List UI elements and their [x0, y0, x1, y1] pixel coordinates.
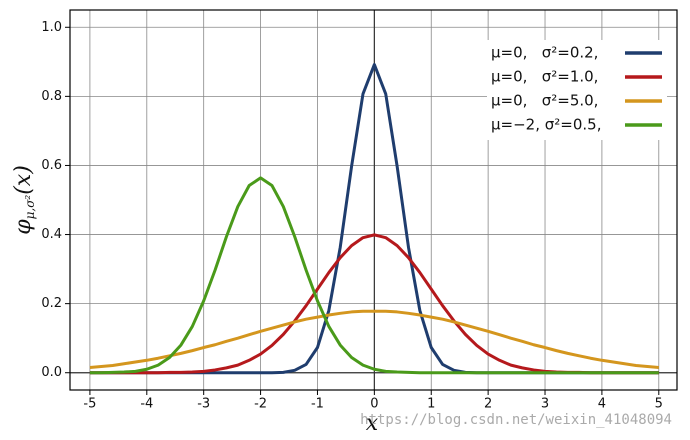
x-axis-label: x	[366, 411, 379, 436]
y-tick-label: 0.2	[41, 296, 62, 311]
x-tick-label: 0	[370, 397, 378, 412]
y-label-arg: (x)	[11, 165, 36, 195]
x-tick-label: -4	[140, 397, 153, 412]
x-tick-label: 2	[484, 397, 492, 412]
y-axis-label: φμ,σ²(x)	[11, 165, 37, 235]
x-tick-label: -3	[197, 397, 210, 412]
x-tick-label: -5	[83, 397, 96, 412]
legend-label: μ=0, σ²=5.0,	[491, 92, 598, 110]
x-tick-label: 1	[427, 397, 435, 412]
x-tick-label: -2	[254, 397, 267, 412]
y-tick-label: 0.8	[41, 89, 62, 104]
x-tick-label: 4	[598, 397, 606, 412]
legend-label: μ=0, σ²=0.2,	[491, 44, 598, 62]
y-label-sub: μ,σ²	[23, 195, 37, 220]
plot-frame	[69, 9, 678, 391]
y-tick-label: 0.0	[41, 365, 62, 380]
x-tick-label: 5	[655, 397, 663, 412]
y-tick-label: 0.4	[41, 227, 62, 242]
legend-label: μ=0, σ²=1.0,	[491, 68, 598, 86]
series-line	[89, 309, 659, 370]
x-tick-label: -1	[311, 397, 324, 412]
watermark: https://blog.csdn.net/weixin_41048094	[360, 412, 672, 428]
y-tick-label: 1.0	[41, 20, 62, 35]
legend-label: μ=−2, σ²=0.5,	[491, 116, 601, 134]
x-tick-label: 3	[541, 397, 549, 412]
y-tick-label: 0.6	[41, 158, 62, 173]
y-label-main: φ	[11, 219, 36, 235]
series-line	[89, 176, 659, 375]
